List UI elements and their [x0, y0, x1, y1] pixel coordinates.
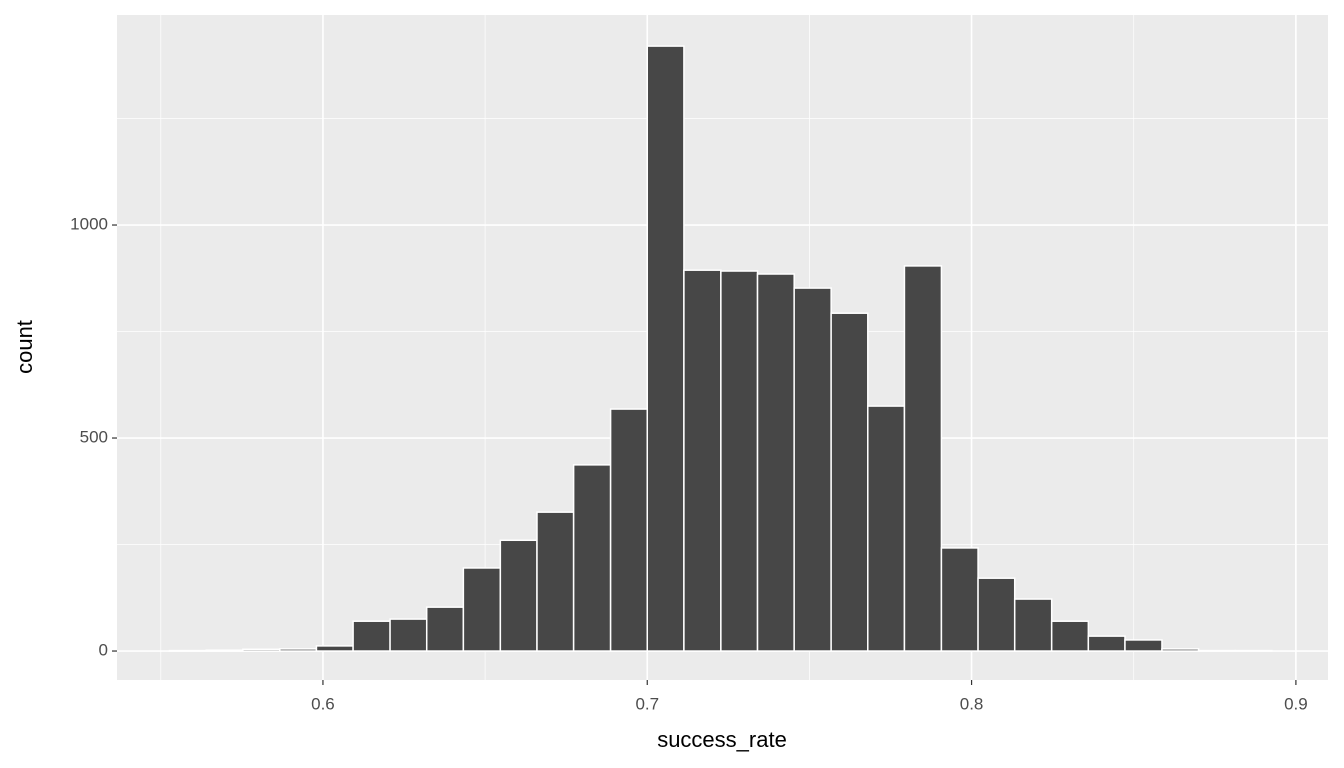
bar: [830, 312, 869, 652]
bar: [1087, 635, 1126, 652]
bar: [940, 547, 979, 652]
bar: [756, 273, 795, 652]
x-tick-label: 0.8: [960, 694, 984, 713]
bar: [977, 577, 1016, 652]
bar: [903, 265, 943, 652]
bar: [536, 511, 575, 652]
bar: [352, 620, 391, 652]
x-axis-title: success_rate: [657, 727, 787, 752]
bar: [609, 408, 649, 652]
bar: [425, 606, 465, 652]
bar: [462, 567, 502, 652]
y-tick-label: 1000: [70, 215, 108, 234]
bar: [1161, 648, 1200, 652]
y-tick-label: 0: [99, 641, 108, 660]
bar: [683, 269, 722, 652]
bar: [720, 270, 759, 652]
x-tick-label: 0.7: [635, 694, 659, 713]
bar: [279, 648, 318, 652]
bar: [1124, 639, 1163, 652]
y-tick-label: 500: [80, 428, 108, 447]
bar: [389, 618, 428, 652]
bar: [1013, 598, 1053, 652]
bar: [242, 648, 281, 652]
y-axis-title: count: [12, 320, 37, 374]
bar: [793, 287, 832, 652]
x-tick-label: 0.9: [1284, 694, 1308, 713]
bar: [1050, 620, 1090, 652]
bar: [867, 405, 906, 652]
bar: [205, 649, 244, 652]
bar: [499, 539, 538, 652]
bar: [572, 464, 612, 652]
x-tick-label: 0.6: [311, 694, 335, 713]
bar: [646, 45, 685, 652]
bar: [315, 645, 354, 652]
